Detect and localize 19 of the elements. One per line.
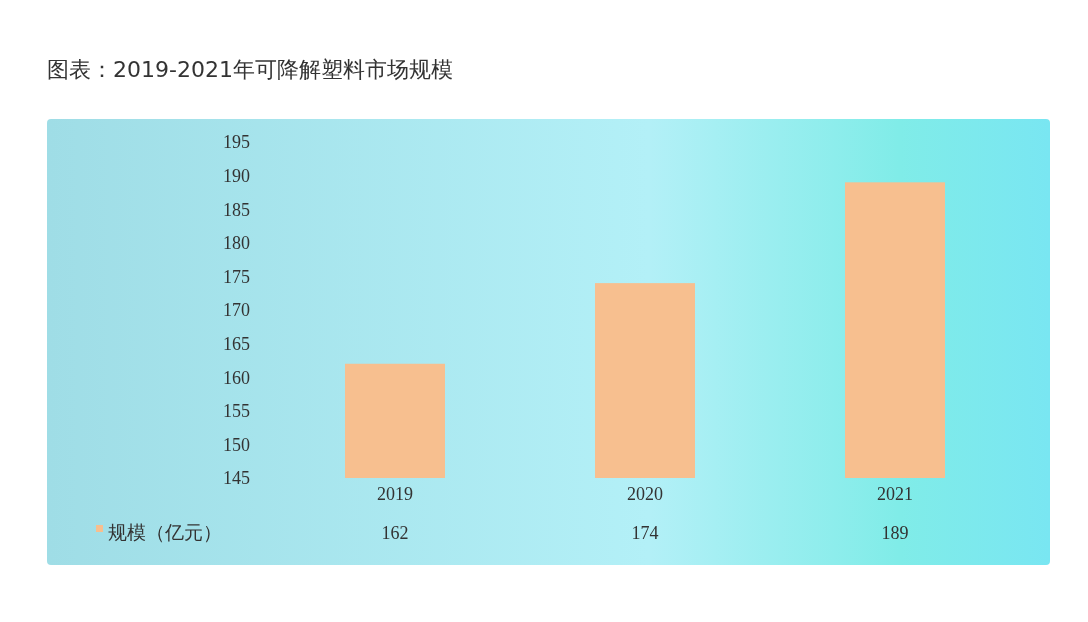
y-tick-label: 150	[223, 434, 250, 455]
y-tick-label: 180	[223, 233, 250, 254]
y-tick-label: 145	[223, 468, 250, 489]
y-tick-label: 170	[223, 300, 250, 321]
y-tick-label: 160	[223, 367, 250, 388]
legend-label: 规模（亿元）	[108, 521, 222, 543]
x-tick-label: 2020	[627, 484, 663, 504]
x-tick-label: 2021	[877, 484, 913, 504]
chart-title: 图表：2019-2021年可降解塑料市场规模	[47, 57, 453, 82]
data-label: 162	[381, 523, 409, 543]
data-label: 189	[881, 523, 909, 543]
y-tick-label: 190	[223, 165, 250, 186]
y-tick-label: 175	[223, 266, 250, 287]
x-tick-label: 2019	[377, 484, 413, 504]
y-tick-label: 185	[223, 199, 250, 220]
y-tick-label: 155	[223, 401, 250, 422]
y-tick-label: 165	[223, 333, 250, 354]
data-label: 174	[631, 523, 659, 543]
y-tick-label: 195	[223, 132, 250, 153]
